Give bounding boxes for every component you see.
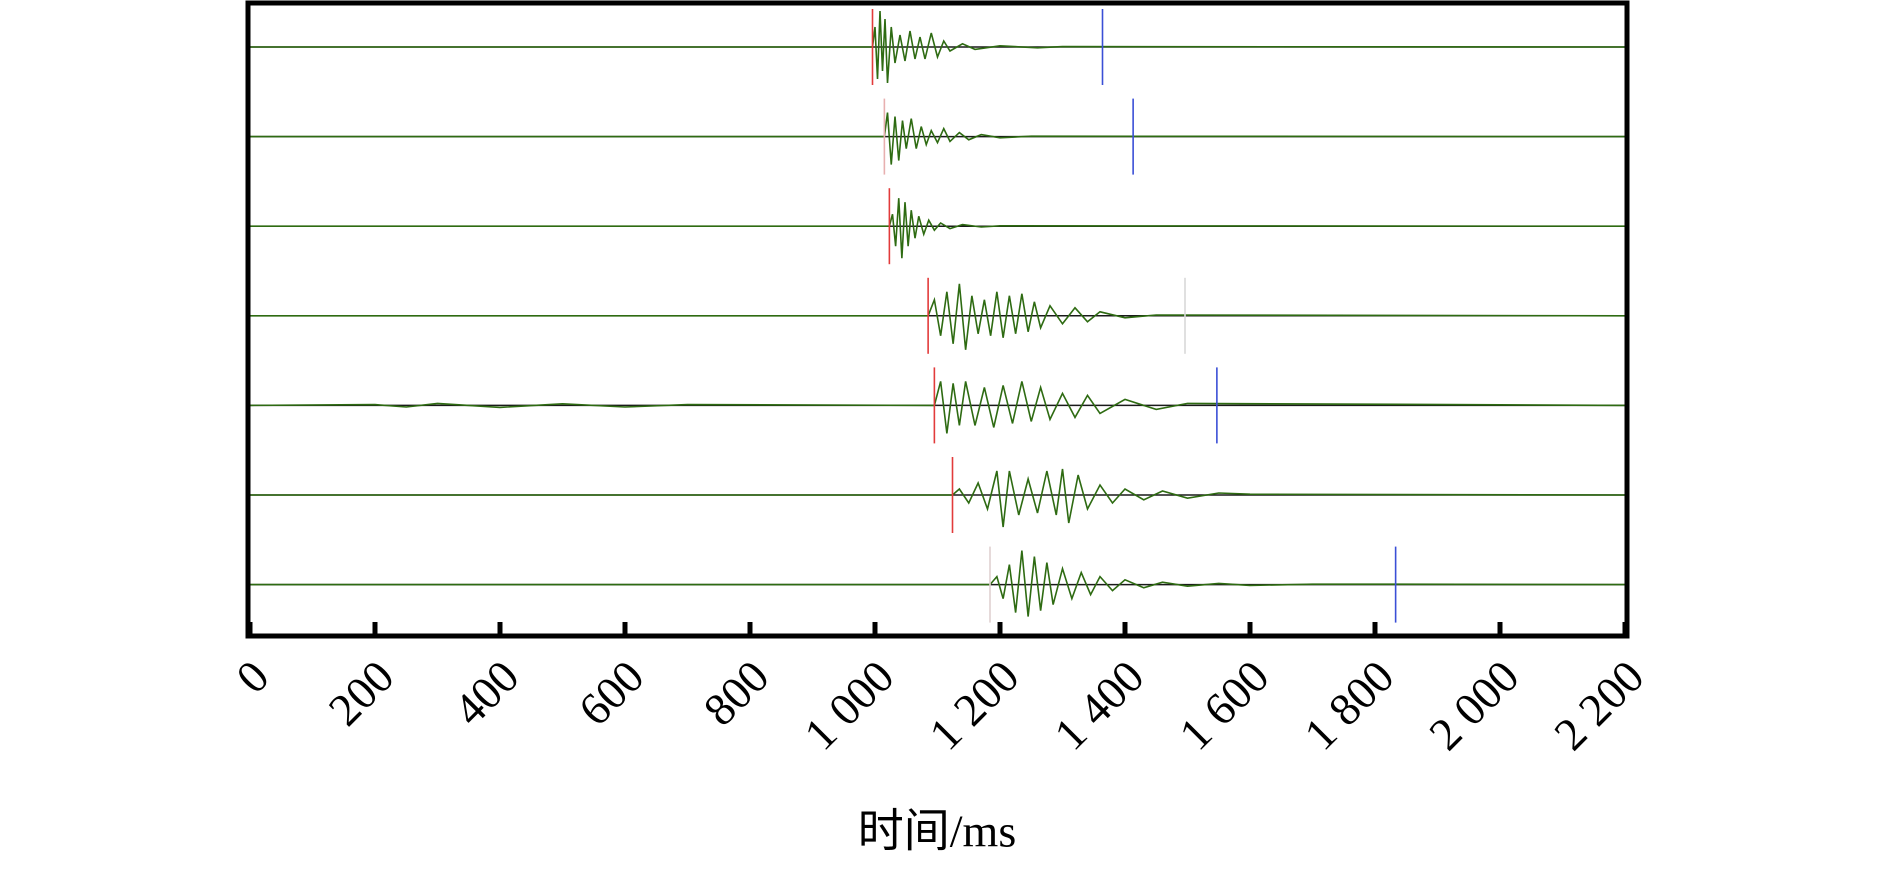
- waveform: [250, 468, 1626, 528]
- waveform: [250, 10, 1626, 84]
- x-tick-label: 200: [319, 650, 404, 735]
- waveform: [249, 381, 1626, 434]
- x-tick-label: 1 200: [919, 650, 1028, 759]
- x-tick-label: 1 600: [1169, 650, 1278, 759]
- x-tick-label: 2 200: [1544, 650, 1653, 759]
- x-tick-label: 0: [226, 650, 278, 702]
- x-tick-label: 1 000: [794, 650, 903, 759]
- x-tick-label: 400: [444, 650, 529, 735]
- waveform: [250, 112, 1626, 165]
- waveform: [250, 283, 1626, 350]
- x-axis-label: 时间/ms: [858, 806, 1016, 857]
- waveform: [250, 198, 1626, 259]
- x-tick-label: 1 400: [1044, 650, 1153, 759]
- x-tick-label: 800: [694, 650, 779, 735]
- waveform: [250, 550, 1626, 617]
- x-tick-label: 2 000: [1419, 650, 1528, 759]
- plot-frame: [245, 0, 1630, 639]
- x-tick-label: 1 800: [1294, 650, 1403, 759]
- x-tick-label: 600: [569, 650, 654, 735]
